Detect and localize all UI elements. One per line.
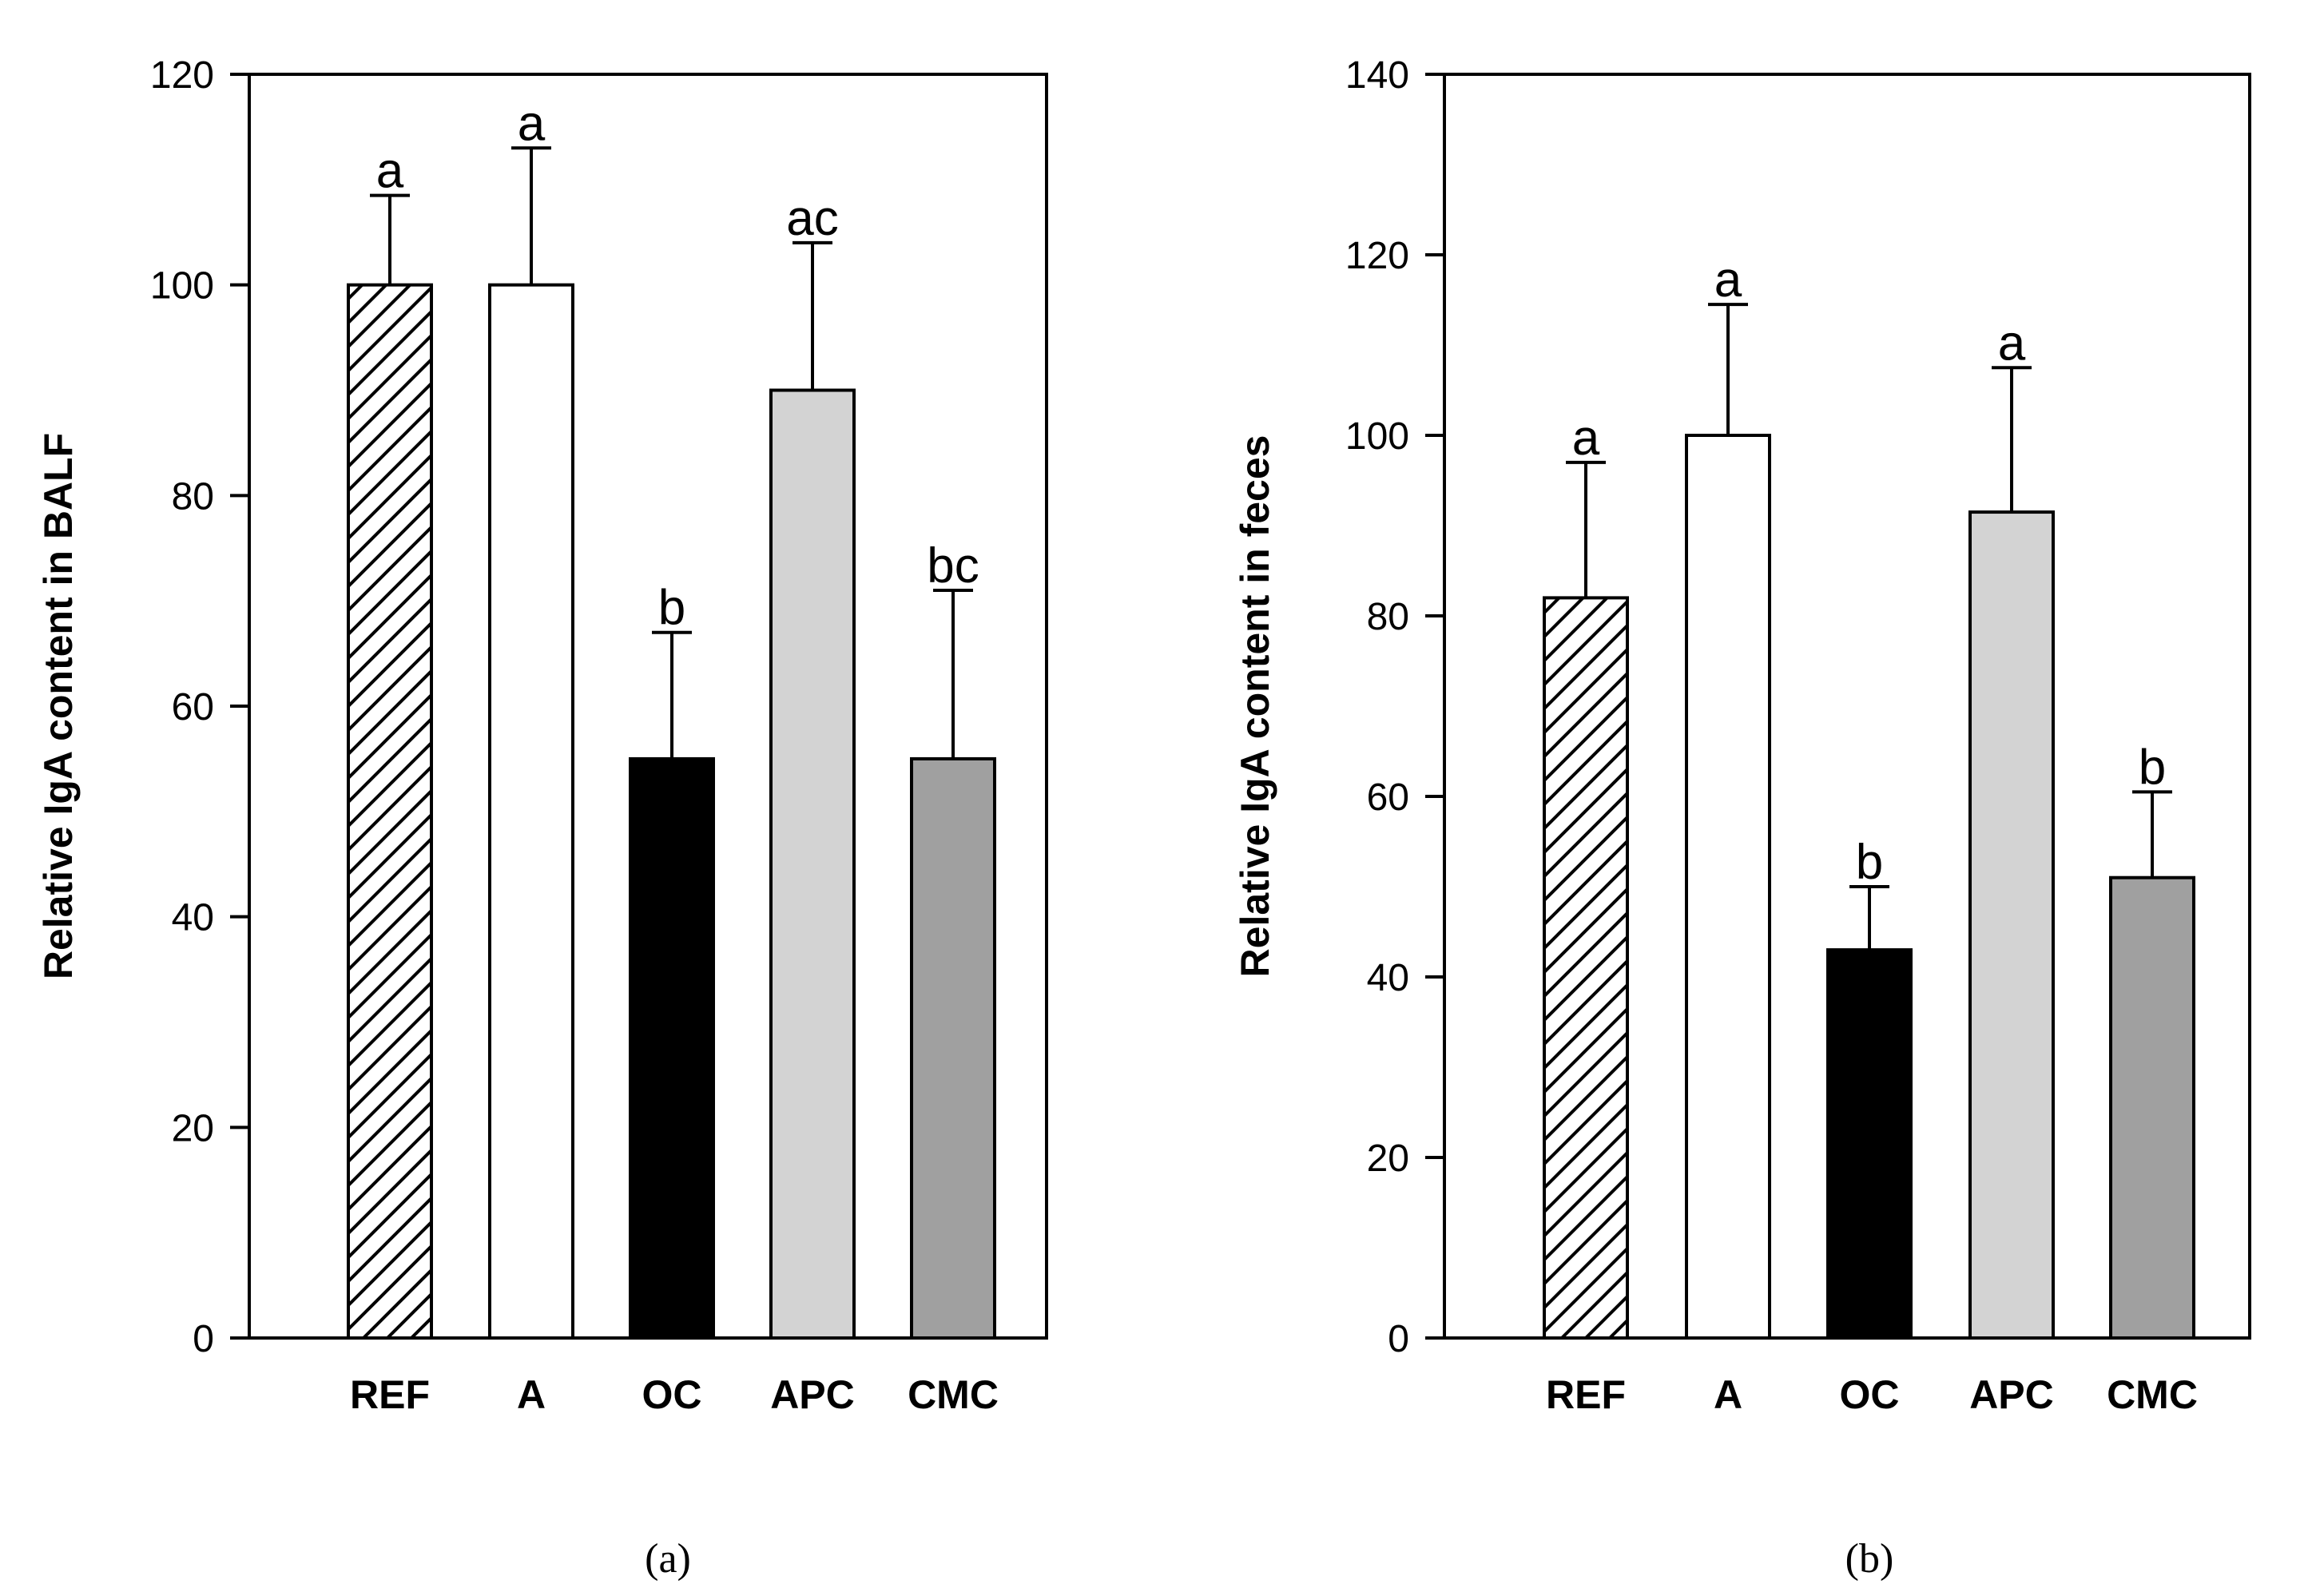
y-axis: 0 20 40 60 80 100 120 [150,54,249,1360]
x-tick-label: CMC [908,1372,999,1417]
bar-oc [1826,948,1913,1340]
y-tick-label: 120 [1345,235,1409,277]
x-tick-label: REF [350,1372,430,1417]
y-tick-label: 0 [1388,1318,1409,1360]
bar-a [1685,434,1771,1340]
x-tick-label: A [517,1372,546,1417]
y-axis-label: Relative IgA content in BALF [36,433,81,979]
x-tick-label: A [1714,1372,1742,1417]
panel-label: (a) [645,1536,691,1582]
y-tick-label: 140 [1345,54,1409,97]
x-tick-label: APC [770,1372,855,1417]
y-tick-label: 0 [193,1318,214,1360]
y-axis-label: Relative IgA content in feces [1233,435,1277,978]
x-tick-label: APC [1969,1372,2054,1417]
bar-ref [347,283,433,1340]
x-axis: REF A OC APC CMC [1546,1372,2198,1417]
x-tick-label: OC [1840,1372,1900,1417]
significance-label: bc [927,538,979,594]
significance-label: a [376,144,404,199]
x-tick-label: REF [1546,1372,1626,1417]
chart-a: 0 20 40 60 80 100 120 a a b ac bc REF A OC APC CMC Rel… [36,54,1048,1582]
y-tick-label: 120 [150,54,214,97]
significance-label: a [1572,411,1600,466]
y-tick-label: 100 [1345,415,1409,458]
bar-cmc [2109,875,2195,1340]
bars: a a b a b [1543,252,2195,1340]
bar-apc [1968,510,2055,1340]
x-axis: REF A OC APC CMC [350,1372,999,1417]
bars: a a b ac bc [347,96,996,1340]
y-tick-label: 60 [172,686,214,729]
bar-ref [1543,596,1629,1340]
y-tick-label: 40 [172,897,214,939]
significance-label: b [658,581,685,636]
significance-label: a [1998,316,2026,371]
significance-label: b [2139,740,2166,795]
significance-label: ac [786,191,838,246]
panel-label: (b) [1845,1536,1894,1582]
x-tick-label: CMC [2107,1372,2198,1417]
bar-oc [629,756,715,1340]
y-tick-label: 40 [1367,957,1409,999]
bar-a [488,283,574,1340]
y-tick-label: 20 [1367,1137,1409,1180]
y-axis: 0 20 40 60 80 100 120 140 [1345,54,1444,1360]
y-tick-label: 100 [150,265,214,308]
bar-cmc [910,756,996,1340]
y-tick-label: 20 [172,1107,214,1149]
significance-label: a [1714,252,1742,308]
x-tick-label: OC [642,1372,702,1417]
chart-b: 0 20 40 60 80 100 120 140 a a b a b REF A OC APC CMC Re… [1233,54,2251,1582]
significance-label: b [1856,835,1883,890]
y-tick-label: 60 [1367,776,1409,819]
bar-apc [769,388,856,1340]
y-tick-label: 80 [1367,596,1409,638]
significance-label: a [518,96,546,151]
y-tick-label: 80 [172,475,214,518]
